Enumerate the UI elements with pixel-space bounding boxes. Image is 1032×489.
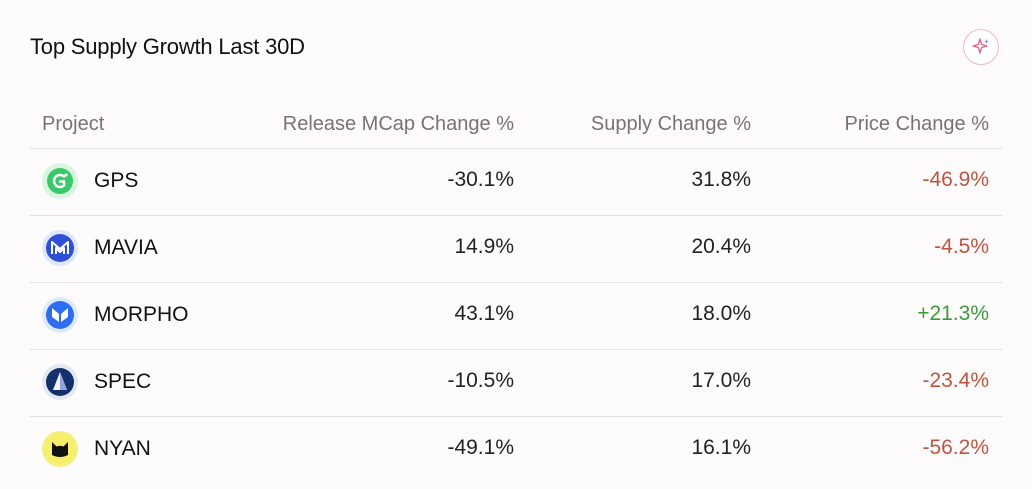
project-name: MORPHO (94, 303, 189, 326)
header-project[interactable]: Project (42, 113, 105, 135)
release-mcap-change-value: -10.5% (447, 369, 514, 392)
release-mcap-change-value: 14.9% (454, 235, 514, 258)
table-row[interactable]: NYAN -49.1% 16.1% -56.2% (30, 416, 1002, 483)
header-release-mcap-change[interactable]: Release MCap Change % (282, 113, 514, 135)
supply-change-value: 16.1% (691, 436, 751, 459)
supply-change-value: 18.0% (691, 302, 751, 325)
supply-change-value: 20.4% (691, 235, 751, 258)
release-mcap-change-value: 43.1% (454, 302, 514, 325)
table-row[interactable]: SPEC -10.5% 17.0% -23.4% (30, 349, 1002, 416)
project-cell[interactable]: MORPHO (42, 297, 189, 333)
project-name: NYAN (94, 437, 151, 460)
ai-insight-button[interactable] (963, 29, 999, 65)
mavia-logo-icon (42, 230, 78, 266)
project-cell[interactable]: SPEC (42, 364, 151, 400)
project-name: SPEC (94, 370, 152, 393)
table-row[interactable]: MAVIA 14.9% 20.4% -4.5% (30, 215, 1002, 282)
price-change-value: -46.9% (922, 168, 989, 191)
sparkle-icon (972, 38, 989, 54)
project-cell[interactable]: NYAN (42, 431, 151, 467)
release-mcap-change-value: -49.1% (447, 436, 514, 459)
project-name: MAVIA (94, 236, 158, 259)
table-row[interactable]: MORPHO 43.1% 18.0% +21.3% (30, 282, 1002, 349)
spec-logo-icon (42, 364, 78, 400)
widget-title: Top Supply Growth Last 30D (30, 34, 305, 59)
price-change-value: -4.5% (934, 235, 989, 258)
nyan-logo-icon (42, 431, 78, 467)
table-row[interactable]: GPS -30.1% 31.8% -46.9% (30, 148, 1002, 215)
supply-change-value: 31.8% (691, 168, 751, 191)
table-header: Project Release MCap Change % Supply Cha… (30, 100, 1002, 148)
project-cell[interactable]: MAVIA (42, 230, 158, 266)
gps-logo-icon (42, 163, 78, 199)
header-price-change[interactable]: Price Change % (844, 113, 989, 135)
project-name: GPS (94, 169, 139, 192)
supply-growth-table: Project Release MCap Change % Supply Cha… (30, 100, 1002, 483)
price-change-value: -23.4% (922, 369, 989, 392)
release-mcap-change-value: -30.1% (447, 168, 514, 191)
price-change-value: +21.3% (917, 302, 989, 325)
morpho-logo-icon (42, 297, 78, 333)
header-supply-change[interactable]: Supply Change % (590, 113, 751, 135)
price-change-value: -56.2% (922, 436, 989, 459)
project-cell[interactable]: GPS (42, 163, 138, 199)
supply-change-value: 17.0% (691, 369, 751, 392)
